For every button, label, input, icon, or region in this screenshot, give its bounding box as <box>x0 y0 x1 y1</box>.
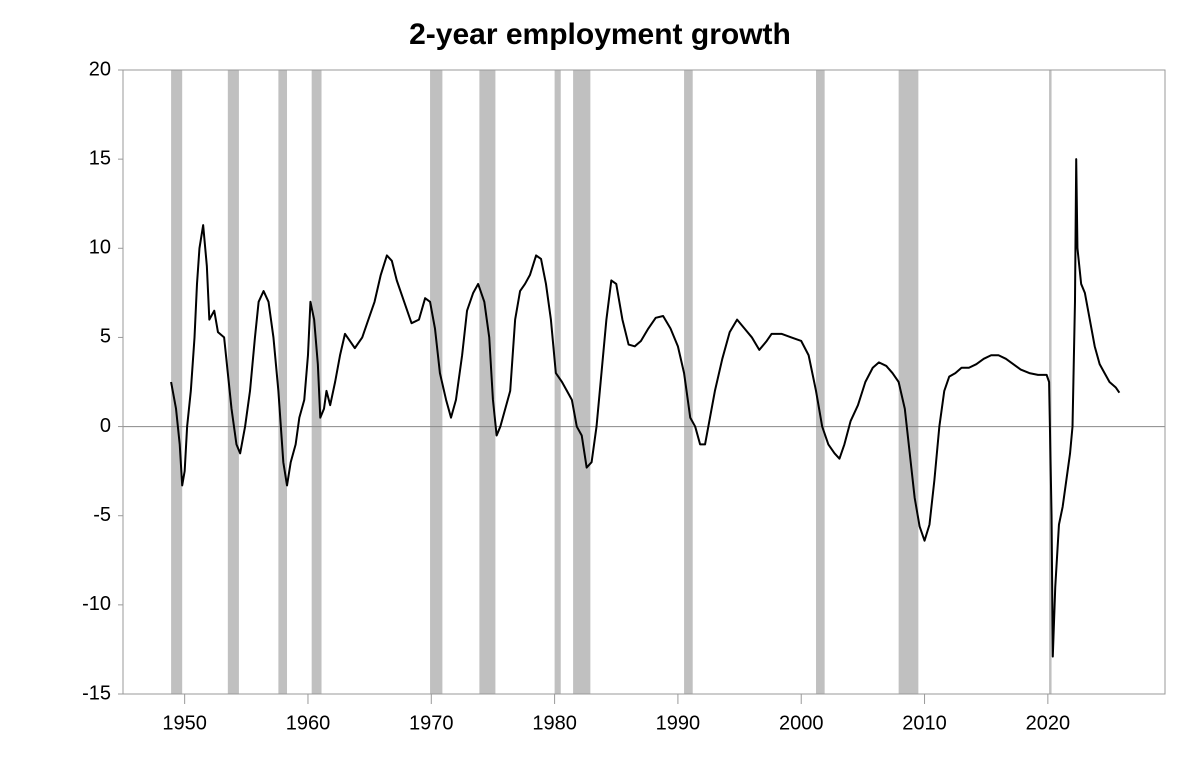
recession-band <box>573 70 591 694</box>
x-tick-label: 1960 <box>286 712 331 734</box>
y-tick-label: -5 <box>93 504 111 526</box>
x-tick-label: 2020 <box>1026 712 1071 734</box>
y-tick-label: -15 <box>82 682 111 704</box>
x-tick-label: 1980 <box>532 712 577 734</box>
y-tick-label: 15 <box>89 147 111 169</box>
recession-band <box>430 70 443 694</box>
recession-band <box>171 70 183 694</box>
y-tick-label: 10 <box>89 237 111 259</box>
recession-band <box>554 70 561 694</box>
x-tick-label: 2010 <box>902 712 947 734</box>
recession-band <box>684 70 693 694</box>
y-tick-label: 20 <box>89 58 111 80</box>
recession-band <box>898 70 919 694</box>
y-tick-label: 0 <box>100 415 111 437</box>
y-tick-label: -10 <box>82 593 111 615</box>
plot-frame <box>122 69 1166 695</box>
recession-band <box>227 70 239 694</box>
recession-band <box>278 70 288 694</box>
x-tick-label: 1990 <box>656 712 701 734</box>
x-tick-label: 1970 <box>409 712 454 734</box>
recession-band <box>1049 70 1052 694</box>
recession-band <box>816 70 825 694</box>
data-line <box>170 158 1121 658</box>
y-tick-label: 5 <box>100 326 111 348</box>
x-tick-label: 1950 <box>162 712 207 734</box>
recession-band <box>311 70 322 694</box>
x-tick-label: 2000 <box>779 712 824 734</box>
recession-band <box>479 70 496 694</box>
chart-title: 2-year employment growth <box>409 18 791 51</box>
